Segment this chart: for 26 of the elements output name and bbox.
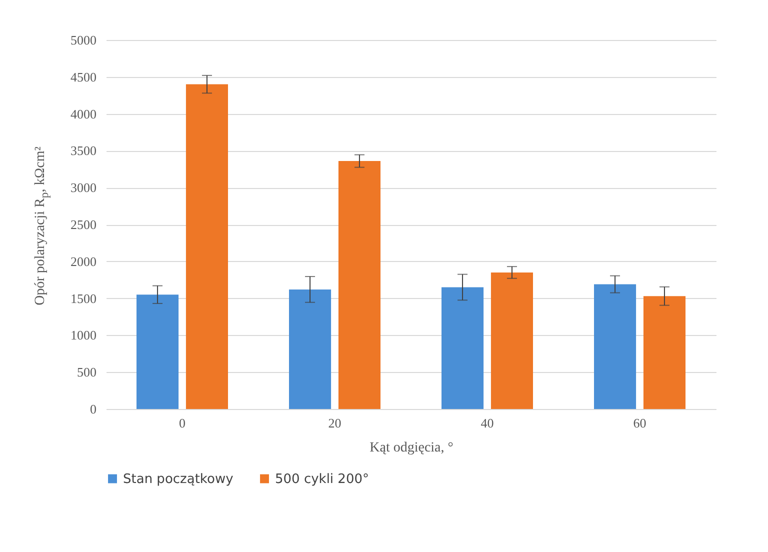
- bar: [490, 272, 533, 409]
- y-tick-label: 4500: [70, 69, 96, 84]
- y-tick-label: 2500: [70, 217, 96, 232]
- y-tick-label: 2000: [70, 254, 96, 269]
- y-tick-label: 5000: [70, 32, 96, 48]
- y-tick-label: 1500: [70, 290, 96, 306]
- legend-label: Stan początkowy: [123, 472, 234, 487]
- x-tick-label: 20: [328, 416, 342, 430]
- y-tick-label: 3000: [70, 180, 96, 196]
- y-tick-label: 500: [77, 364, 96, 380]
- y-tick-label: 4000: [70, 106, 96, 122]
- bar: [186, 84, 228, 409]
- x-tick-label: 40: [480, 416, 494, 430]
- x-tick-label: 60: [633, 416, 646, 430]
- bar: [594, 284, 636, 409]
- y-tick-label: 3500: [70, 143, 96, 158]
- x-tick-label: 0: [179, 416, 186, 430]
- bar: [643, 296, 686, 409]
- x-axis-title: Kąt odgięcia, °: [370, 440, 454, 456]
- bar: [442, 287, 484, 409]
- bar: [136, 294, 179, 409]
- bar: [338, 161, 380, 409]
- y-tick-label: 0: [90, 402, 96, 416]
- y-tick-label: 1000: [70, 328, 96, 343]
- legend-label: 500 cykli 200°: [275, 472, 369, 487]
- bar: [289, 289, 332, 409]
